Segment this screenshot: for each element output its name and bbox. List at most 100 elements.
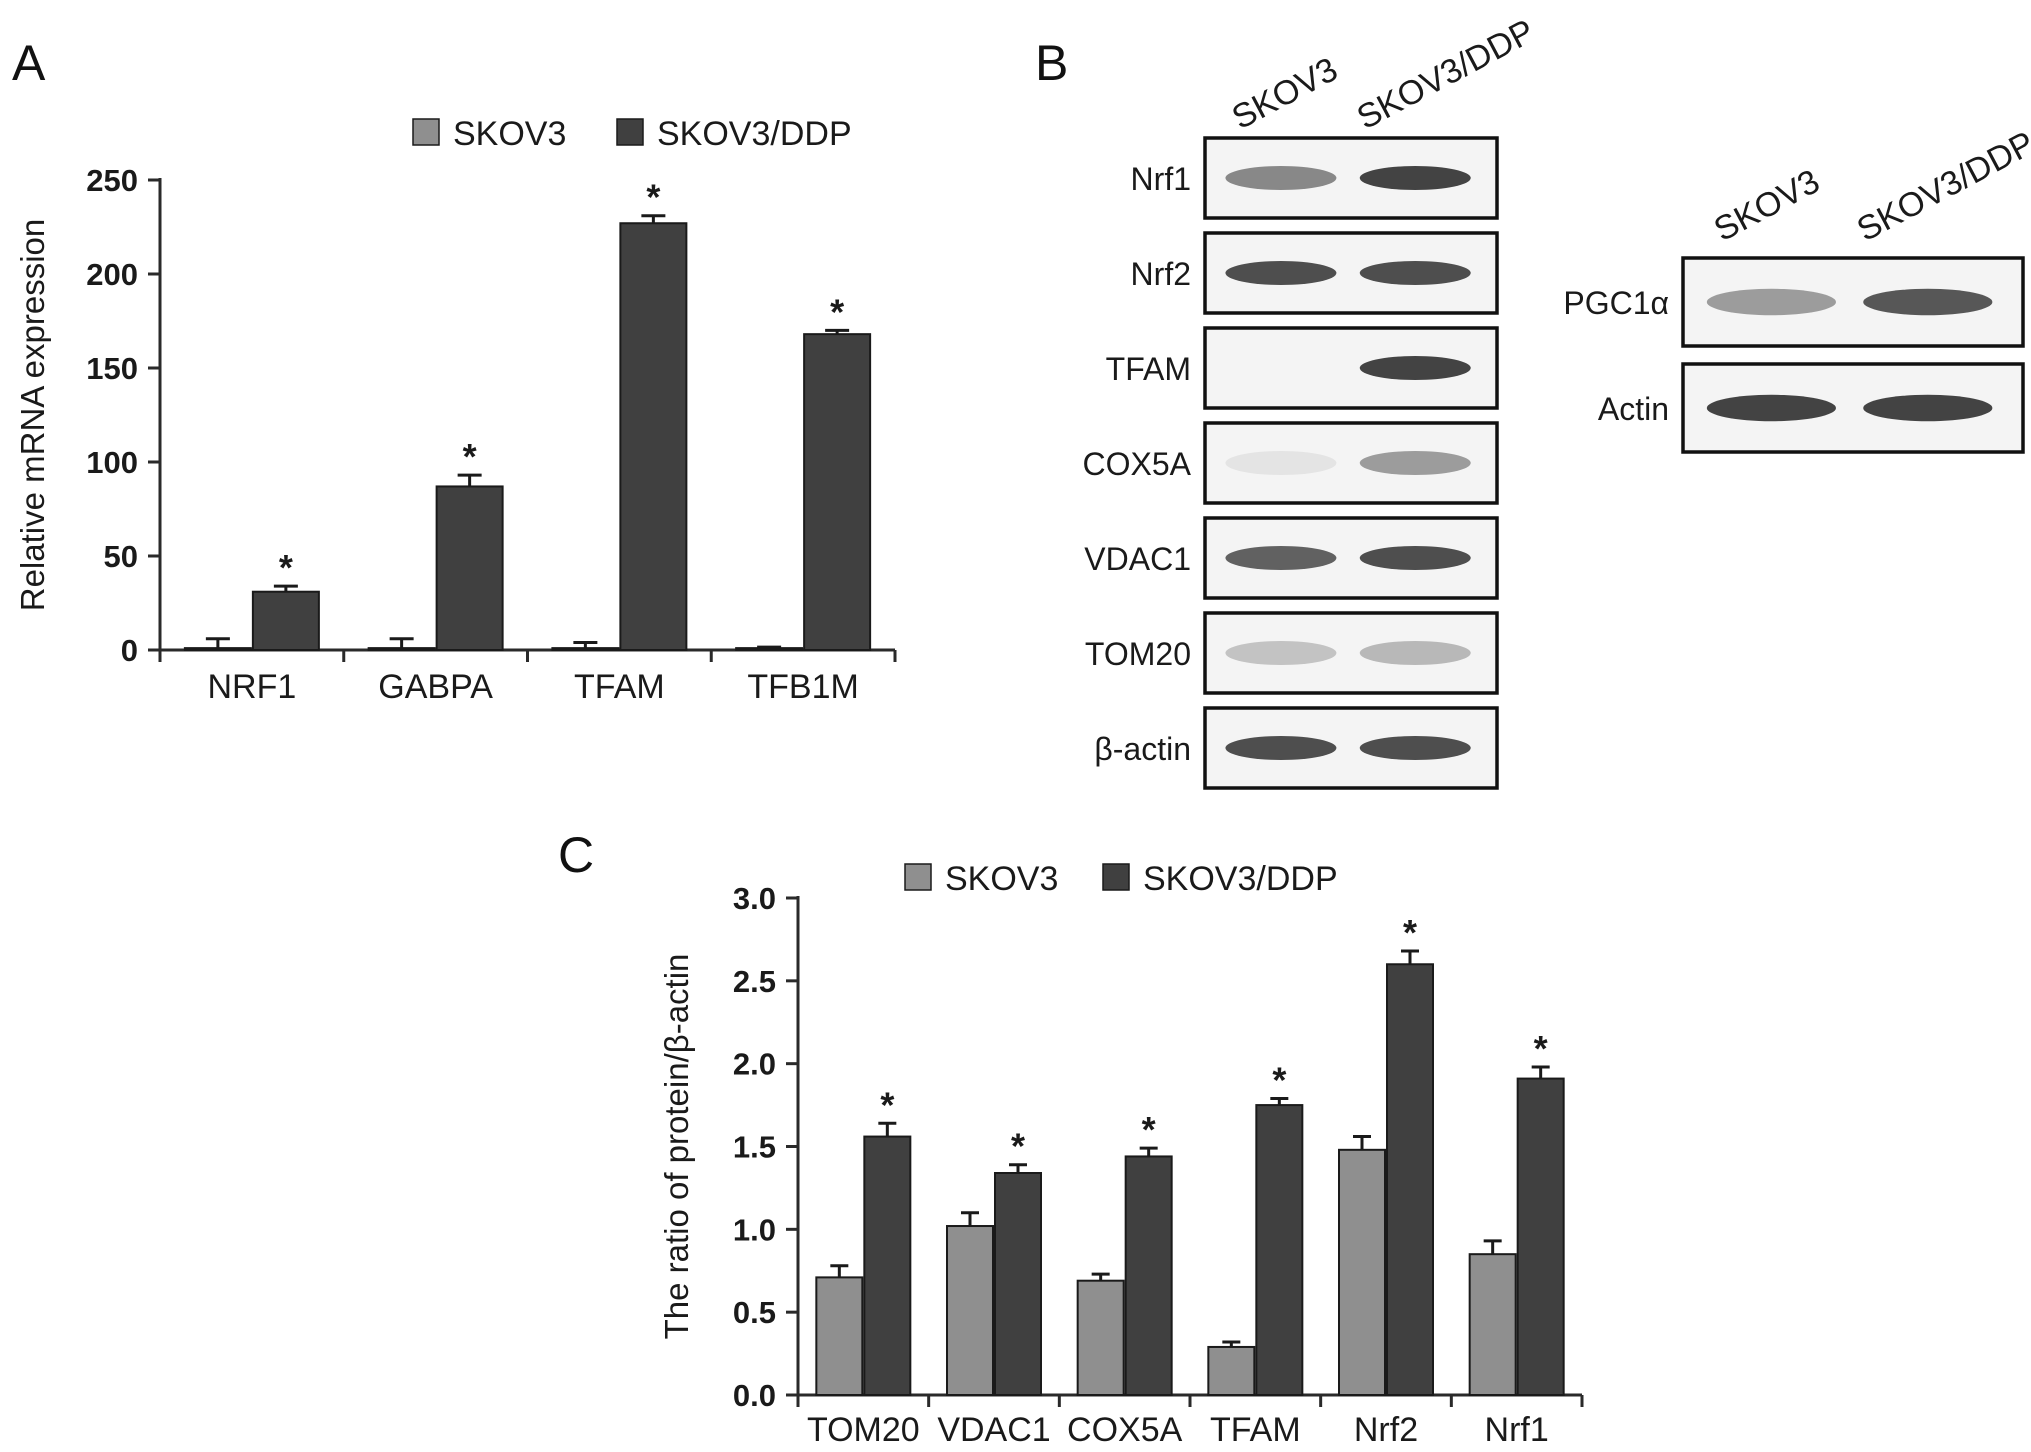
chart-a-significance-star: * xyxy=(830,291,844,332)
blot-left-row-label-vdac1: VDAC1 xyxy=(1084,541,1191,577)
chart-a-bar-skov3-ddp-nrf1 xyxy=(251,590,320,651)
chart-c-y-tick-label: 1.5 xyxy=(733,1130,776,1165)
chart-a-category-label: NRF1 xyxy=(207,668,296,706)
blot-left-band-nrf2-skov3-ddp xyxy=(1359,261,1471,285)
panel-label-b: B xyxy=(1035,35,1068,91)
chart-a-bar-skov3-ddp-gabpa xyxy=(435,485,504,651)
blot-left-panel-tom20 xyxy=(1203,611,1499,695)
chart-a-y-tick-label: 100 xyxy=(86,445,138,480)
blot-left-panel-cox5a xyxy=(1203,421,1499,505)
blot-left-band-cox5a-skov3 xyxy=(1225,451,1337,475)
chart-a-y-tick-label: 50 xyxy=(104,539,138,574)
chart-c-protein-ratio: 0.0 0.5 1.0 1.5 2.0 2.5 3.0 * TOM20 * VDAC1 * COX5A *… xyxy=(658,860,1584,1449)
chart-c-bar-skov3-ddp-nrf1 xyxy=(1516,1077,1565,1396)
chart-c-significance-star: * xyxy=(1142,1109,1156,1150)
blot-left-band-nrf1-skov3-ddp xyxy=(1359,166,1471,190)
blot-left-band-nrf2-skov3 xyxy=(1225,261,1337,285)
chart-c-bar-skov3-vdac1 xyxy=(946,1225,994,1397)
chart-a-significance-star: * xyxy=(279,547,293,588)
chart-a-bar-skov3-tfam xyxy=(551,647,620,651)
chart-c-category-label: VDAC1 xyxy=(937,1411,1050,1449)
chart-c-legend-swatch-skov3 xyxy=(904,863,932,891)
chart-a-category-label: TFAM xyxy=(574,668,665,706)
blot-left-band-tom20-skov3-ddp xyxy=(1359,641,1471,665)
chart-a-bar-skov3-ddp-tfam xyxy=(619,222,688,652)
chart-c-bar-skov3-nrf1 xyxy=(1468,1253,1517,1397)
chart-a-bar-skov3-nrf1 xyxy=(183,647,252,651)
chart-c-bar-skov3-ddp-nrf2 xyxy=(1386,963,1434,1396)
chart-c-category-label: TFAM xyxy=(1210,1411,1301,1449)
chart-c-bar-skov3-cox5a xyxy=(1076,1279,1125,1396)
blot-left-row-label-actin: β-actin xyxy=(1094,731,1191,767)
chart-c-legend-label-skov3-ddp: SKOV3/DDP xyxy=(1143,860,1338,898)
chart-c-category-label: TOM20 xyxy=(807,1411,920,1449)
chart-c-bar-skov3-ddp-vdac1 xyxy=(994,1172,1042,1397)
chart-a-legend-swatch-skov3 xyxy=(412,118,440,146)
blot-right-band-pgc1-skov3 xyxy=(1706,288,1836,316)
blot-left-band-actin-skov3 xyxy=(1225,736,1337,760)
chart-c-significance-star: * xyxy=(1534,1028,1548,1069)
chart-a-category-label: GABPA xyxy=(378,668,493,706)
blot-left-lane-label-skov3-ddp: SKOV3/DDP xyxy=(1351,12,1541,137)
chart-a-bar-skov3-gabpa xyxy=(367,647,436,651)
chart-a-legend-label-skov3: SKOV3 xyxy=(453,115,566,153)
blot-right-row-label-pgc1: PGC1α xyxy=(1563,285,1669,321)
blot-left-band-cox5a-skov3-ddp xyxy=(1359,451,1471,475)
chart-c-significance-star: * xyxy=(1272,1059,1286,1100)
blot-left-row-label-cox5a: COX5A xyxy=(1083,446,1192,482)
panel-label-c: C xyxy=(558,827,594,883)
blot-left-lane-label-skov3: SKOV3 xyxy=(1226,50,1344,137)
chart-c-legend-swatch-skov3-ddp xyxy=(1102,863,1130,891)
blot-left-row-label-tfam: TFAM xyxy=(1106,351,1191,387)
chart-a-y-axis-label: Relative mRNA expression xyxy=(14,219,51,612)
chart-a-relative-mrna: 0 50 100 150 200 250 * NRF1 * GABPA * TFAM * TFB1M Rel… xyxy=(14,115,897,706)
western-blot-right: SKOV3 SKOV3/DDP PGC1α Actin xyxy=(1563,124,2031,454)
blot-right-band-actin-skov3-ddp xyxy=(1863,394,1993,422)
blot-left-band-tom20-skov3 xyxy=(1225,641,1337,665)
chart-a-legend-swatch-skov3-ddp xyxy=(616,118,644,146)
blot-right-band-actin-skov3 xyxy=(1706,394,1836,422)
chart-a-y-tick-label: 250 xyxy=(86,163,138,198)
chart-c-significance-star: * xyxy=(880,1084,894,1125)
blot-left-row-label-nrf1: Nrf1 xyxy=(1131,161,1191,197)
blot-left-band-tfam-skov3-ddp xyxy=(1359,356,1471,380)
chart-a-legend-label-skov3-ddp: SKOV3/DDP xyxy=(657,115,852,153)
blot-right-lane-label-skov3: SKOV3 xyxy=(1708,162,1826,249)
chart-c-category-label: Nrf2 xyxy=(1354,1411,1418,1449)
chart-c-category-label: Nrf1 xyxy=(1485,1411,1549,1449)
chart-a-bar-skov3-ddp-tfb1m xyxy=(803,333,872,651)
chart-a-y-tick-label: 150 xyxy=(86,351,138,386)
chart-a-significance-star: * xyxy=(463,436,477,477)
blot-left-row-label-nrf2: Nrf2 xyxy=(1131,256,1191,292)
blot-left-band-vdac1-skov3-ddp xyxy=(1359,546,1471,570)
chart-c-bar-skov3-ddp-tom20 xyxy=(863,1135,912,1397)
blot-right-lane-label-skov3-ddp: SKOV3/DDP xyxy=(1851,124,2031,249)
chart-c-y-tick-label: 3.0 xyxy=(733,881,776,916)
chart-c-bar-skov3-ddp-cox5a xyxy=(1124,1155,1173,1396)
chart-a-significance-star: * xyxy=(646,177,660,218)
chart-c-y-tick-label: 0.0 xyxy=(733,1378,776,1413)
panel-label-a: A xyxy=(12,35,46,91)
chart-c-bar-skov3-ddp-tfam xyxy=(1255,1104,1304,1397)
chart-a-y-tick-label: 0 xyxy=(121,633,138,668)
chart-c-y-tick-label: 1.0 xyxy=(733,1212,776,1247)
chart-c-bar-skov3-tfam xyxy=(1207,1345,1256,1396)
chart-a-y-tick-label: 200 xyxy=(86,257,138,292)
chart-c-legend-label-skov3: SKOV3 xyxy=(945,860,1058,898)
chart-c-bar-skov3-nrf2 xyxy=(1338,1148,1386,1397)
blot-left-band-vdac1-skov3 xyxy=(1225,546,1337,570)
chart-c-bar-skov3-tom20 xyxy=(815,1276,864,1397)
blot-right-row-label-actin: Actin xyxy=(1598,391,1669,427)
chart-a-category-label: TFB1M xyxy=(747,668,858,706)
blot-left-row-label-tom20: TOM20 xyxy=(1085,636,1191,672)
western-blot-left: SKOV3 SKOV3/DDP Nrf1 Nrf2 TFAM COX5A VDAC1 TOM2… xyxy=(1083,12,1541,790)
chart-c-y-tick-label: 2.0 xyxy=(733,1047,776,1082)
chart-c-y-axis-label: The ratio of protein/β-actin xyxy=(658,954,695,1340)
chart-c-category-label: COX5A xyxy=(1067,1411,1183,1449)
chart-c-y-tick-label: 0.5 xyxy=(733,1295,776,1330)
chart-c-significance-star: * xyxy=(1011,1126,1025,1167)
chart-c-significance-star: * xyxy=(1403,912,1417,953)
blot-left-band-nrf1-skov3 xyxy=(1225,166,1337,190)
blot-left-band-actin-skov3-ddp xyxy=(1359,736,1471,760)
